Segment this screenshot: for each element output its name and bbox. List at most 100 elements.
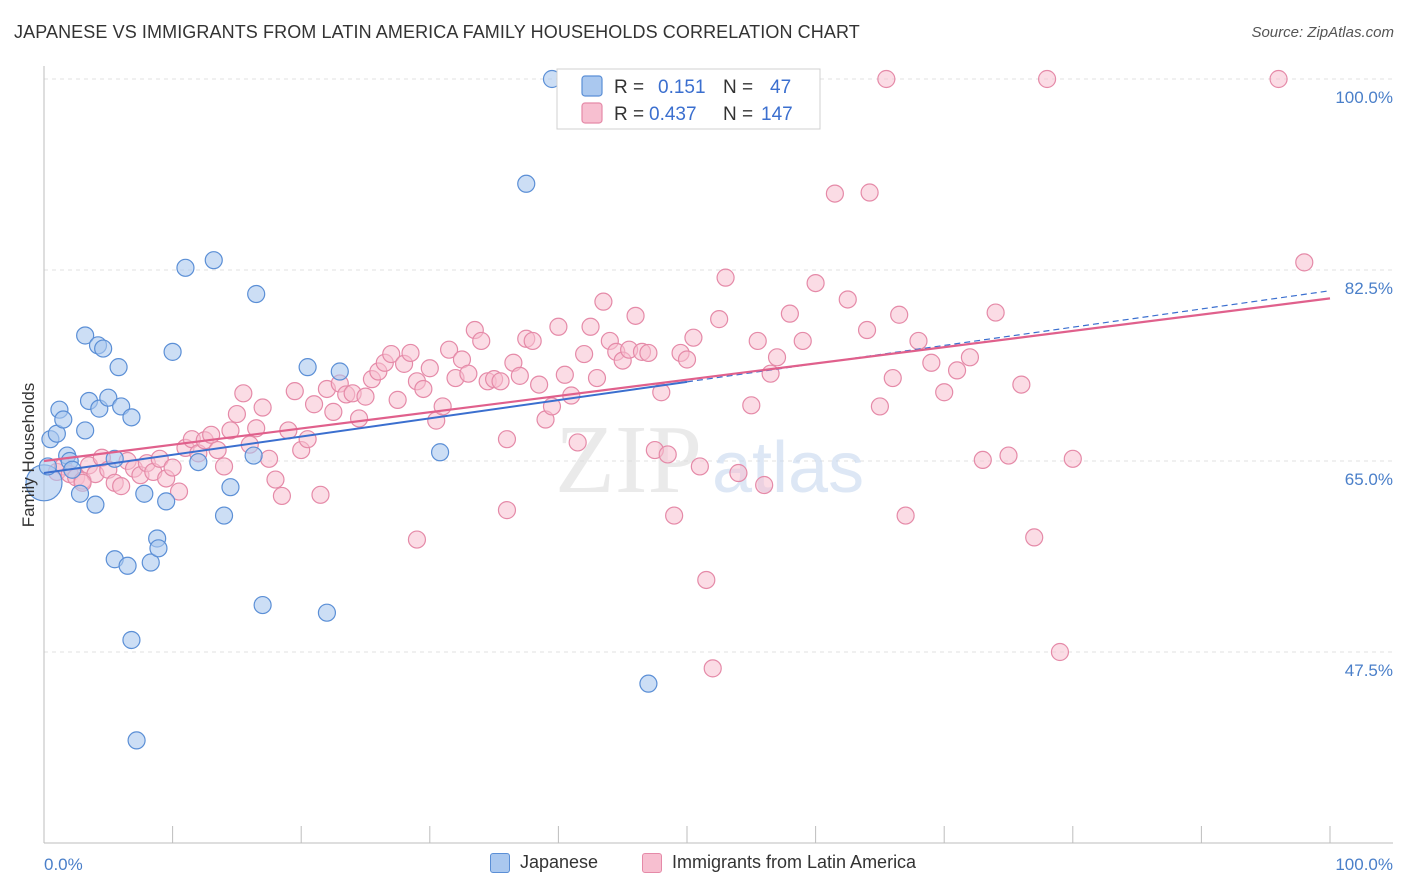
gridlines — [44, 78, 1393, 653]
latin-america-point-64 — [459, 364, 478, 383]
japanese-point-30 — [163, 342, 182, 361]
x-tick-label-min: 0.0% — [44, 855, 83, 874]
watermark-zip: ZIP — [555, 406, 702, 514]
japanese-swatch-icon — [490, 852, 510, 873]
latin-america-point-101 — [697, 570, 716, 590]
latin-america-point-29 — [234, 384, 253, 403]
latin-america-point-120 — [890, 305, 909, 324]
latin-america-point-105 — [729, 463, 748, 483]
latin-america-point-81 — [568, 433, 587, 452]
latin-america-point-106 — [742, 396, 761, 415]
latin-america-point-34 — [266, 470, 285, 489]
legend-r-value-2: 0.437 — [649, 104, 697, 125]
y-tick-label-1: 82.5% — [1345, 279, 1393, 298]
latin-america-point-32 — [253, 398, 272, 417]
series-japanese-points — [25, 69, 658, 750]
japanese-point-23 — [122, 630, 141, 650]
latin-america-point-117 — [870, 397, 890, 416]
latin-america-point-85 — [594, 292, 613, 311]
chart-title: JAPANESE VS IMMIGRANTS FROM LATIN AMERIC… — [14, 22, 860, 42]
latin-america-point-69 — [491, 372, 510, 391]
latin-america-point-37 — [285, 382, 304, 401]
latin-america-point-108 — [755, 475, 774, 495]
latin-america-point-18 — [163, 458, 182, 477]
legend-swatch-japanese — [581, 75, 603, 97]
latin-america-point-104 — [716, 268, 735, 287]
bottom-legend-latin-america-label: Immigrants from Latin America — [672, 852, 917, 872]
latin-america-point-99 — [684, 328, 703, 347]
latin-america-point-19 — [169, 482, 189, 501]
latin-america-point-131 — [1025, 528, 1044, 547]
latin-america-point-41 — [311, 485, 330, 504]
latin-america-swatch-icon — [642, 852, 662, 873]
latin-america-point-135 — [1295, 253, 1314, 272]
japanese-point-25 — [135, 484, 154, 503]
japanese-point-28 — [149, 539, 168, 558]
latin-america-point-119 — [883, 368, 902, 388]
legend-r-label-1: R = — [614, 77, 644, 98]
latin-america-trend-line — [43, 297, 1331, 463]
japanese-point-35 — [221, 478, 240, 497]
latin-america-point-79 — [555, 365, 574, 384]
latin-america-point-130 — [1012, 375, 1031, 394]
latin-america-point-92 — [639, 343, 658, 363]
latin-america-point-55 — [401, 343, 420, 363]
japanese-point-37 — [247, 284, 266, 304]
trend-lines — [43, 290, 1331, 474]
japanese-point-9 — [76, 421, 95, 440]
japanese-point-45 — [639, 674, 658, 693]
stats-legend: R = 0.151 N = 47 R = 0.437 N = 147 — [556, 68, 821, 130]
latin-america-point-83 — [581, 317, 600, 336]
legend-n-label-2: N = — [723, 104, 753, 125]
latin-america-point-72 — [510, 366, 529, 385]
latin-america-point-35 — [272, 486, 292, 506]
japanese-point-15 — [94, 339, 113, 358]
y-tick-labels: 100.0% 82.5% 65.0% 47.5% — [1335, 88, 1393, 680]
latin-america-point-113 — [806, 273, 825, 293]
japanese-point-24 — [127, 731, 146, 750]
japanese-point-11 — [76, 326, 95, 345]
latin-america-point-52 — [382, 344, 401, 364]
latin-america-point-61 — [439, 340, 459, 359]
y-tick-label-0: 100.0% — [1335, 88, 1393, 107]
axes — [43, 66, 1393, 844]
latin-america-point-128 — [986, 303, 1005, 322]
latin-america-point-74 — [523, 331, 542, 351]
legend-r-label-2: R = — [614, 104, 644, 125]
latin-america-point-96 — [665, 506, 684, 525]
japanese-point-4 — [54, 410, 73, 429]
latin-america-point-107 — [748, 331, 767, 351]
japanese-point-32 — [189, 452, 208, 472]
japanese-point-40 — [317, 603, 337, 622]
japanese-point-8 — [70, 484, 90, 503]
latin-america-point-90 — [626, 306, 645, 325]
japanese-trend-extension — [686, 290, 1331, 383]
japanese-point-39 — [298, 358, 317, 377]
latin-america-point-82 — [575, 344, 594, 364]
latin-america-point-138 — [497, 501, 517, 520]
japanese-point-41 — [330, 362, 349, 381]
latin-america-point-118 — [877, 69, 896, 89]
bottom-legend-japanese-label: Japanese — [520, 852, 599, 872]
legend-n-value-2: 147 — [761, 104, 793, 125]
latin-america-point-57 — [414, 379, 433, 399]
latin-america-point-124 — [935, 383, 954, 402]
japanese-point-33 — [204, 251, 223, 270]
japanese-point-21 — [118, 556, 137, 575]
bottom-legend-latin-america: Immigrants from Latin America — [642, 852, 916, 873]
latin-america-point-84 — [587, 368, 607, 388]
latin-america-point-127 — [973, 450, 992, 470]
latin-america-point-95 — [658, 445, 677, 464]
japanese-point-42 — [430, 443, 450, 462]
latin-america-point-27 — [221, 421, 240, 440]
latin-america-point-114 — [825, 184, 844, 203]
latin-america-point-112 — [793, 331, 812, 351]
japanese-point-16 — [99, 388, 118, 407]
latin-america-point-43 — [324, 402, 343, 421]
y-tick-label-3: 47.5% — [1345, 661, 1393, 680]
latin-america-point-10 — [112, 477, 131, 496]
latin-america-point-125 — [947, 361, 967, 380]
latin-america-point-129 — [999, 446, 1018, 465]
latin-america-point-40 — [304, 395, 324, 414]
